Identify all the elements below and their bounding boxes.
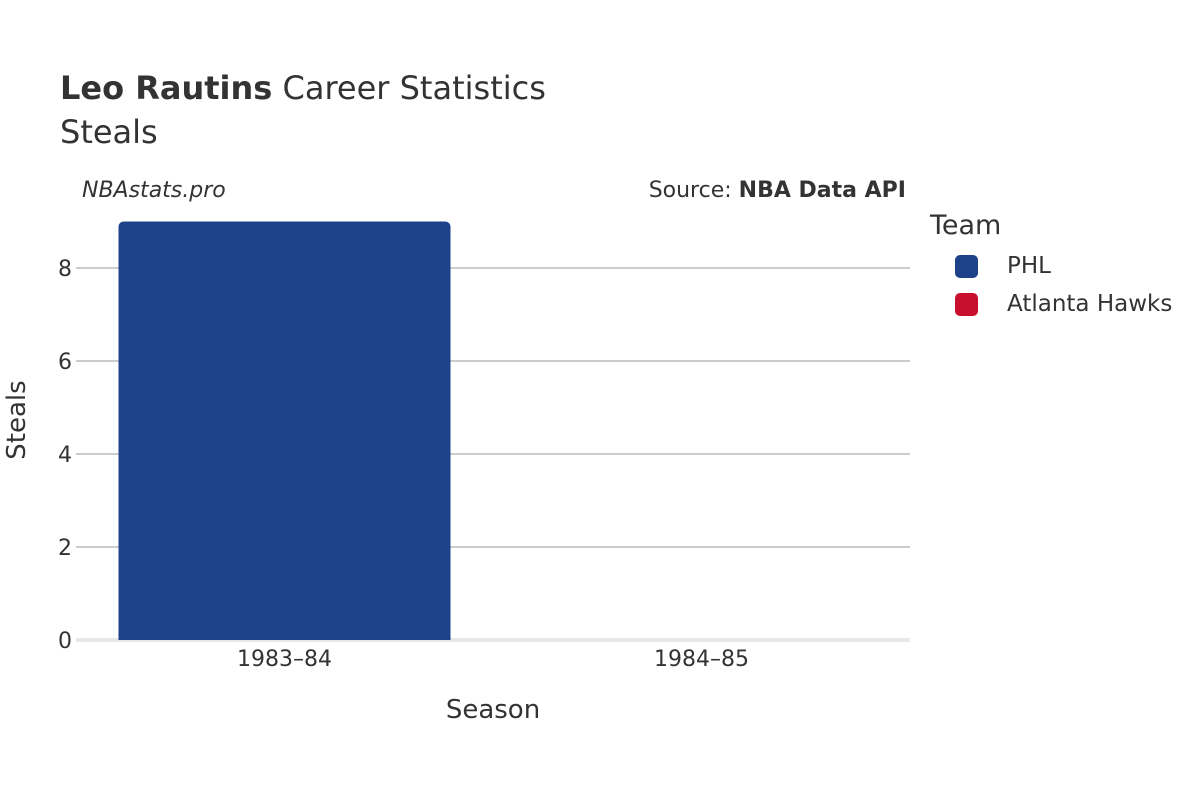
watermark: NBAstats.pro (82, 178, 226, 203)
y-tick-label-0: 0 (58, 629, 72, 654)
y-tick-label-2: 2 (58, 536, 72, 561)
bar-phl-0 (118, 221, 451, 640)
y-tick-label-8: 8 (58, 257, 72, 282)
legend-title: Team (930, 210, 1002, 241)
source-credit: Source: NBA Data API (649, 178, 906, 203)
source-prefix: Source: (648, 178, 739, 203)
legend-item-atlanta-hawks[interactable]: Atlanta Hawks (955, 291, 1173, 317)
chart-title: Leo Rautins Career Statistics (60, 68, 546, 108)
legend-label-phl: PHL (1007, 253, 1051, 279)
y-axis-label: Steals (2, 380, 32, 460)
x-tick-label-1: 1984–85 (654, 647, 749, 672)
source-name: NBA Data API (738, 178, 906, 203)
legend-swatch-phl (955, 254, 978, 278)
legend-label-atlanta-hawks: Atlanta Hawks (1007, 291, 1173, 317)
y-tick-label-4: 4 (58, 443, 72, 468)
chart-subtitle: Steals (60, 113, 158, 151)
legend-item-phl[interactable]: PHL (955, 253, 1051, 279)
x-axis-label: Season (445, 695, 541, 725)
legend-swatch-atlanta-hawks (955, 292, 978, 316)
chart-title-player: Leo Rautins (60, 69, 273, 107)
chart-title-rest: Career Statistics (272, 69, 546, 107)
x-tick-label-0: 1983–84 (237, 647, 332, 672)
y-tick-label-6: 6 (58, 350, 72, 375)
